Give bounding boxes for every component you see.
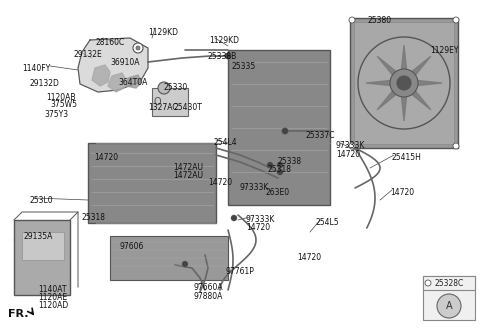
Text: 253L0: 253L0 [30,196,54,205]
Text: FR.: FR. [8,309,28,319]
Circle shape [225,53,231,59]
Circle shape [397,76,411,90]
Bar [152,88,188,116]
Text: 1327AC: 1327AC [148,103,178,112]
Circle shape [349,17,355,23]
Circle shape [425,280,431,286]
Text: O: O [153,97,161,107]
Text: 25415H: 25415H [392,153,422,162]
Text: 14720: 14720 [390,188,414,197]
Text: 36910A: 36910A [110,58,140,67]
Text: 14720: 14720 [336,150,360,159]
Polygon shape [401,45,407,83]
Text: 1140AT: 1140AT [38,285,67,294]
Text: 25328C: 25328C [434,278,464,288]
Circle shape [231,215,237,221]
Polygon shape [92,65,110,86]
Text: 14720: 14720 [208,178,232,187]
Circle shape [437,294,461,318]
Text: 97333K: 97333K [246,215,276,224]
Circle shape [282,128,288,134]
Polygon shape [404,56,431,83]
Text: 364T0A: 364T0A [118,78,147,87]
Text: 254L5: 254L5 [316,218,340,227]
Bar [228,50,330,205]
Text: 1129KD: 1129KD [148,28,178,37]
Text: 14720: 14720 [94,153,118,162]
Text: 97606: 97606 [120,242,144,251]
Circle shape [282,128,288,134]
Text: 29135A: 29135A [24,232,53,241]
Bar [423,276,475,290]
Polygon shape [126,75,142,88]
Bar [110,236,228,280]
Circle shape [136,46,140,50]
Text: 1120AD: 1120AD [38,301,68,310]
Circle shape [158,82,170,94]
Bar [88,143,216,223]
Text: 25335: 25335 [231,62,255,71]
Text: 97660A: 97660A [193,283,223,292]
Text: 263E0: 263E0 [266,188,290,197]
Text: 14720: 14720 [246,223,270,232]
Text: 1140FY: 1140FY [22,64,50,73]
Text: 1472AU: 1472AU [173,163,203,172]
Text: 25338B: 25338B [208,52,237,61]
Polygon shape [377,83,404,110]
Circle shape [453,17,459,23]
Text: 25430T: 25430T [173,103,202,112]
Bar [350,18,458,148]
Circle shape [182,261,188,267]
Polygon shape [404,80,442,86]
Text: 25318: 25318 [267,165,291,174]
Text: 1472AU: 1472AU [173,171,203,180]
Bar [14,220,70,295]
Text: 97333K: 97333K [336,141,365,150]
Text: 25330: 25330 [164,83,188,92]
Circle shape [277,169,283,175]
Text: 25380: 25380 [367,16,391,25]
Bar [354,22,454,144]
Text: 29132E: 29132E [73,50,102,59]
Circle shape [390,69,418,97]
Text: 14720: 14720 [297,253,321,262]
Text: 97761P: 97761P [226,267,255,276]
Circle shape [453,143,459,149]
Text: 1120AE: 1120AE [38,293,67,302]
Text: 254L4: 254L4 [213,138,237,147]
Circle shape [267,162,273,168]
Circle shape [277,162,283,168]
Text: 1129EY: 1129EY [430,46,458,55]
Polygon shape [401,83,407,121]
Text: 97333K: 97333K [240,183,269,192]
Bar [22,232,64,260]
Text: 29132D: 29132D [30,79,60,88]
Circle shape [133,43,143,53]
Polygon shape [366,80,404,86]
Bar [423,276,475,320]
Text: 25338: 25338 [277,157,301,166]
Polygon shape [78,38,148,92]
Circle shape [349,143,355,149]
Circle shape [358,37,450,129]
Text: 25337C: 25337C [305,131,335,140]
Text: A: A [446,301,452,311]
Text: 28160C: 28160C [95,38,124,47]
Text: 97880A: 97880A [193,292,222,301]
Text: 25318: 25318 [82,213,106,222]
Text: 375Y3: 375Y3 [44,110,68,119]
Text: 375W5: 375W5 [50,100,77,109]
Polygon shape [404,83,431,110]
Polygon shape [108,73,126,92]
Text: 1120AB: 1120AB [46,93,75,102]
Polygon shape [377,56,404,83]
Text: 1129KD: 1129KD [209,36,239,45]
Circle shape [225,53,231,59]
